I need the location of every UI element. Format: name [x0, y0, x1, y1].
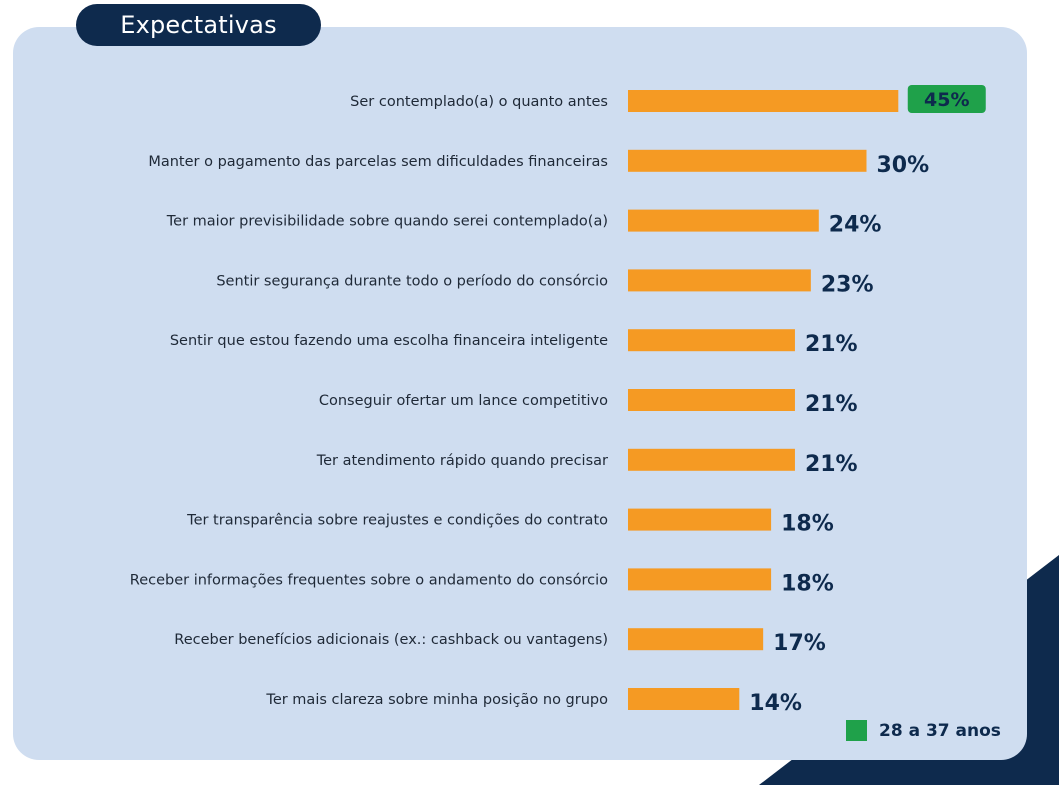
- value-label: 18%: [781, 512, 834, 537]
- bar: [628, 568, 772, 591]
- bar: [628, 90, 899, 112]
- bar: [628, 448, 795, 471]
- bar: [628, 269, 811, 292]
- bar: [628, 389, 795, 411]
- category-label: Ter mais clareza sobre minha posição no …: [265, 692, 608, 708]
- bar: [628, 149, 867, 172]
- highlight-marker: [907, 85, 986, 113]
- value-label: 21%: [805, 332, 858, 357]
- category-label: Ter atendimento rápido quando precisar: [316, 453, 608, 469]
- category-label: Manter o pagamento das parcelas sem difi…: [148, 154, 608, 170]
- value-label: 23%: [821, 272, 874, 297]
- bar: [628, 628, 764, 651]
- bar: [628, 688, 740, 710]
- category-label: Ter maior previsibilidade sobre quando s…: [166, 214, 608, 230]
- value-label: 18%: [781, 571, 834, 596]
- bar: [628, 508, 772, 531]
- legend-label: 28 a 37 anos: [879, 720, 1001, 741]
- value-label: 21%: [805, 452, 858, 477]
- value-label: 17%: [773, 631, 826, 656]
- category-label: Receber informações frequentes sobre o a…: [130, 572, 608, 588]
- value-label: 21%: [805, 392, 858, 417]
- bar: [628, 209, 819, 232]
- value-label: 30%: [877, 153, 930, 178]
- value-label: 14%: [749, 691, 802, 716]
- category-label: Sentir que estou fazendo uma escolha fin…: [170, 333, 608, 349]
- category-label: Sentir segurança durante todo o período …: [216, 273, 608, 289]
- title-pill: Expectativas: [76, 4, 321, 46]
- legend: 28 a 37 anos: [846, 720, 1001, 741]
- chart-panel: [13, 27, 1027, 760]
- highlight-label: 45%: [924, 89, 969, 111]
- category-label: Conseguir ofertar um lance competitivo: [319, 393, 608, 409]
- category-label: Ser contemplado(a) o quanto antes: [350, 94, 608, 110]
- chart-title: Expectativas: [120, 11, 277, 39]
- value-label: 24%: [829, 213, 882, 238]
- category-label: Ter transparência sobre reajustes e cond…: [186, 513, 608, 529]
- bar: [628, 329, 795, 352]
- category-label: Receber benefícios adicionais (ex.: cash…: [174, 632, 608, 648]
- legend-swatch: [846, 720, 867, 741]
